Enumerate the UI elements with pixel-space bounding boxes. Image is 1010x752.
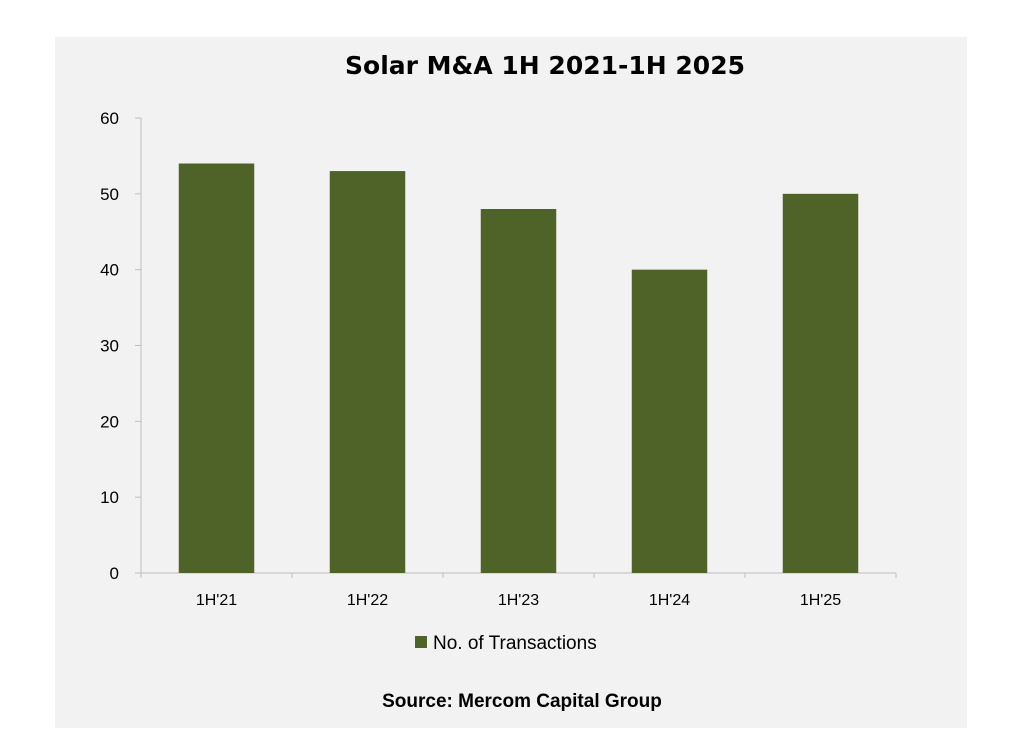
y-axis: 0 10 20 30 40 50 60 [100,109,142,583]
y-tick-label: 0 [110,564,119,583]
y-tick-label: 60 [100,109,119,128]
x-category-label: 1H'23 [498,592,539,609]
x-category-label: 1H'22 [347,592,388,609]
legend-label: No. of Transactions [433,633,597,654]
bar [782,193,859,574]
x-axis: 1H'21 1H'22 1H'23 1H'24 1H'25 [140,572,897,609]
y-tick-label: 10 [100,488,119,507]
bar [631,269,708,573]
legend: No. of Transactions [415,633,597,654]
y-tick-label: 40 [100,261,119,280]
y-tick-label: 30 [100,337,119,356]
chart-area: Solar M&A 1H 2021-1H 2025 0 10 20 30 40 50 60 … [55,37,967,728]
x-category-label: 1H'21 [196,592,237,609]
bar [480,209,557,573]
chart-title: Solar M&A 1H 2021-1H 2025 [345,51,745,80]
x-category-label: 1H'24 [649,592,690,609]
bar [329,171,406,574]
legend-swatch [415,636,427,648]
y-tick-label: 50 [100,185,119,204]
source-note: Source: Mercom Capital Group [382,691,662,712]
y-tick-label: 20 [100,412,119,431]
bars [178,163,859,574]
bar [178,163,255,573]
bar-chart: Solar M&A 1H 2021-1H 2025 0102030405060 … [100,51,897,712]
x-category-label: 1H'25 [800,592,841,609]
